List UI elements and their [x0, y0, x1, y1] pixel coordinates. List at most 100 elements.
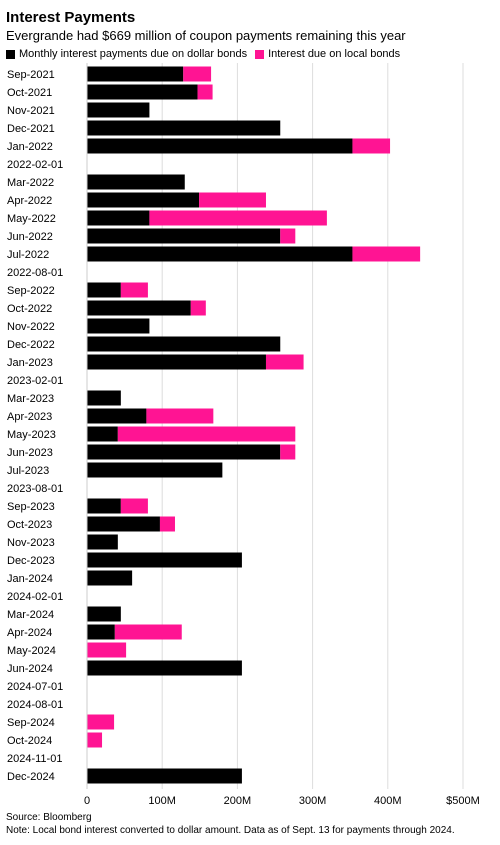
bar-dollar — [87, 120, 281, 136]
bar-local — [280, 444, 296, 460]
category-label: May-2023 — [7, 429, 56, 441]
category-label: 2023-08-01 — [7, 483, 63, 495]
category-label: Sep-2022 — [7, 285, 55, 297]
bar-local — [183, 66, 212, 82]
category-label: Mar-2022 — [7, 177, 54, 189]
category-label: Jun-2022 — [7, 231, 53, 243]
bar-dollar — [87, 426, 118, 442]
bar-local — [87, 642, 127, 658]
category-label: Apr-2022 — [7, 195, 52, 207]
bar-local — [352, 246, 421, 262]
category-label: 2022-02-01 — [7, 159, 63, 171]
category-label: Jan-2022 — [7, 141, 53, 153]
bar-dollar — [87, 444, 281, 460]
category-label: Dec-2023 — [7, 555, 55, 567]
x-tick-label: 400M — [374, 795, 402, 807]
bar-dollar — [87, 354, 266, 370]
category-label: Nov-2022 — [7, 321, 55, 333]
category-label: Oct-2023 — [7, 519, 52, 531]
category-label: 2024-02-01 — [7, 591, 63, 603]
chart-subtitle: Evergrande had $669 million of coupon pa… — [6, 28, 406, 43]
category-label: Sep-2023 — [7, 501, 55, 513]
category-label: 2024-08-01 — [7, 699, 63, 711]
category-label: Jul-2023 — [7, 465, 49, 477]
category-label: Sep-2021 — [7, 69, 55, 81]
footnote: Note: Local bond interest converted to d… — [6, 825, 455, 836]
x-tick-label: 100M — [148, 795, 176, 807]
category-label: 2024-11-01 — [7, 753, 62, 765]
bar-local — [352, 138, 391, 154]
source-note: Source: Bloomberg — [6, 812, 92, 823]
bar-dollar — [87, 336, 281, 352]
bar-dollar — [87, 102, 150, 118]
bar-local — [146, 408, 214, 424]
bar-local — [197, 84, 213, 100]
bar-dollar — [87, 534, 118, 550]
bar-local — [87, 732, 103, 748]
legend: Monthly interest payments due on dollar … — [6, 48, 408, 60]
legend-item-local: Interest due on local bonds — [255, 48, 400, 60]
legend-swatch-dollar — [6, 49, 15, 59]
bar-dollar — [87, 462, 223, 478]
category-label: Mar-2023 — [7, 393, 54, 405]
bar-local — [280, 228, 296, 244]
bar-dollar — [87, 138, 353, 154]
category-label: Oct-2021 — [7, 87, 52, 99]
category-label: May-2024 — [7, 645, 56, 657]
category-label: Mar-2024 — [7, 609, 54, 621]
category-label: Sep-2024 — [7, 717, 55, 729]
bar-dollar — [87, 174, 185, 190]
bar-dollar — [87, 390, 121, 406]
category-label: Nov-2021 — [7, 105, 55, 117]
bar-dollar — [87, 210, 150, 226]
legend-item-dollar: Monthly interest payments due on dollar … — [6, 48, 247, 60]
category-label: Dec-2021 — [7, 123, 55, 135]
x-tick-label: 0 — [84, 795, 90, 807]
bar-local — [149, 210, 327, 226]
bar-local — [159, 516, 175, 532]
chart-title: Interest Payments — [6, 9, 136, 26]
bar-dollar — [87, 84, 198, 100]
category-label: Jan-2024 — [7, 573, 53, 585]
category-label: Oct-2024 — [7, 735, 52, 747]
category-label: 2023-02-01 — [7, 375, 63, 387]
bar-dollar — [87, 246, 353, 262]
bar-local — [87, 714, 115, 730]
bar-dollar — [87, 228, 281, 244]
legend-label-dollar: Monthly interest payments due on dollar … — [19, 48, 248, 60]
bar-dollar — [87, 408, 147, 424]
bar-dollar — [87, 66, 184, 82]
category-label: Jul-2022 — [7, 249, 49, 261]
bar-dollar — [87, 300, 191, 316]
bar-dollar — [87, 552, 242, 568]
category-label: Oct-2022 — [7, 303, 52, 315]
bar-local — [199, 192, 266, 208]
x-tick-label: 300M — [299, 795, 327, 807]
legend-swatch-local — [255, 49, 265, 59]
category-label: Nov-2023 — [7, 537, 55, 549]
bar-local — [265, 354, 304, 370]
bar-local — [120, 498, 148, 514]
category-label: 2022-08-01 — [7, 267, 63, 279]
category-label: 2024-07-01 — [7, 681, 63, 693]
bar-dollar — [87, 570, 133, 586]
category-label: Jan-2023 — [7, 357, 53, 369]
category-label: Apr-2024 — [7, 627, 52, 639]
x-tick-label: 200M — [224, 795, 252, 807]
bar-local — [190, 300, 206, 316]
bar-dollar — [87, 516, 160, 532]
bar-dollar — [87, 498, 121, 514]
bar-dollar — [87, 624, 115, 640]
category-label: May-2022 — [7, 213, 56, 225]
category-label: Jun-2023 — [7, 447, 53, 459]
bar-local — [120, 282, 148, 298]
bar-local — [117, 426, 296, 442]
bar-dollar — [87, 660, 242, 676]
legend-label-local: Interest due on local bonds — [268, 48, 401, 60]
bar-dollar — [87, 606, 121, 622]
bar-dollar — [87, 318, 150, 334]
category-label: Jun-2024 — [7, 663, 53, 675]
bar-dollar — [87, 768, 242, 784]
bar-dollar — [87, 192, 200, 208]
